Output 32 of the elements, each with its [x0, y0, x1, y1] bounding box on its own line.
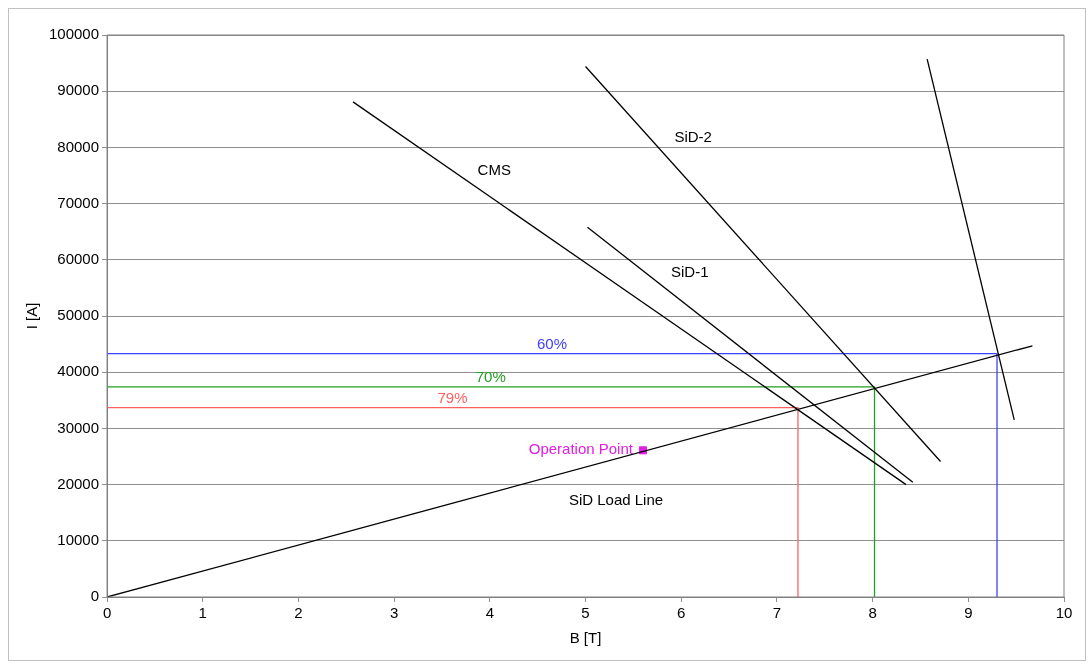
x-tick-label: 8 — [868, 604, 877, 622]
y-tick-label: 90000 — [57, 81, 100, 99]
x-axis-title: B [T] — [569, 629, 602, 647]
series-label: 79% — [437, 389, 468, 407]
x-tick-label: 7 — [772, 604, 782, 622]
y-tick-label: 60000 — [57, 249, 100, 267]
series-label: 60% — [537, 335, 568, 353]
y-tick-label: 30000 — [57, 418, 100, 436]
x-tick-label: 5 — [581, 604, 590, 622]
series-label: CMS — [477, 160, 511, 178]
y-tick-label: 80000 — [57, 137, 100, 155]
y-tick-label: 0 — [90, 587, 100, 605]
series-label: SiD-2 — [674, 127, 712, 145]
series-label: SiD-1 — [671, 263, 709, 281]
x-tick-label: 0 — [102, 604, 112, 622]
x-tick-label: 2 — [294, 604, 303, 622]
x-tick-label: 1 — [198, 604, 207, 622]
y-tick-label: 50000 — [57, 306, 100, 324]
x-tick-label: 9 — [964, 604, 973, 622]
y-tick-label: 10000 — [57, 530, 100, 548]
series-label: SiD Load Line — [568, 491, 664, 509]
x-tick-label: 6 — [677, 604, 686, 622]
series-label: 70% — [475, 368, 506, 386]
x-tick-label: 10 — [1055, 604, 1073, 622]
x-tick-label: 4 — [485, 604, 494, 622]
y-tick-label: 70000 — [57, 193, 100, 211]
series-label: Operation Point — [528, 440, 634, 458]
y-axis-title: I [A] — [23, 302, 41, 330]
x-tick-label: 3 — [389, 604, 399, 622]
y-tick-label: 100000 — [48, 25, 100, 43]
y-tick-label: 40000 — [57, 362, 100, 380]
y-tick-label: 20000 — [57, 474, 100, 492]
